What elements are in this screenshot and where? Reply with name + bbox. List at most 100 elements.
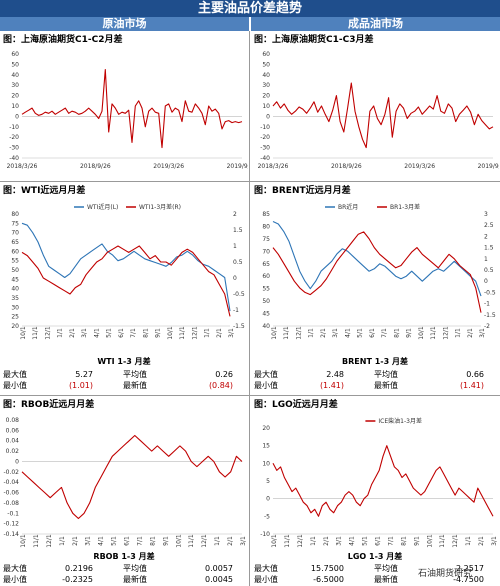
stats-value: 0.26 [215,370,233,379]
stats-row: 最大值 0.2196 平均值 0.0057 [3,563,233,574]
x-tick-label: 2/1 [323,536,330,546]
y-tick-label: 40 [262,72,270,79]
stats-value: 0.2196 [65,564,93,573]
row-divider-2 [0,395,500,396]
y-tick-label: -30 [260,145,270,152]
x-tick-label: 2018/3/26 [7,163,38,170]
y-tick-label-right: 1.5 [233,227,243,234]
x-tick-label: 9/1 [162,536,169,546]
y-tick-label: -10 [260,531,270,538]
x-tick-label: 11/1 [439,534,446,548]
y-tick-label-right: 0.5 [233,259,243,266]
y-tick-label-right: -0.5 [484,289,496,296]
x-tick-label: 10/1 [271,534,278,548]
y-tick-label: 65 [262,261,270,268]
y-tick-label: 45 [262,311,270,318]
stats-label: 平均值 [123,564,147,573]
legend-label: WTI1-3月差(R) [139,203,181,211]
x-tick-label: 10/1 [418,326,425,340]
y-tick-label: 0.08 [6,417,20,424]
stats-value: 5.27 [75,370,93,379]
x-tick-label: 3/1 [85,536,92,546]
y-tick-label-right: 0 [233,275,237,282]
x-tick-label: 10/1 [426,534,433,548]
stats-label: 最新值 [374,381,398,390]
x-tick-label: 3/1 [479,328,486,338]
y-tick-label-right: 2 [484,233,488,240]
x-tick-label: 11/1 [430,326,437,340]
y-tick-label: 50 [11,61,19,68]
x-tick-label: 4/1 [98,536,105,546]
y-tick-label: 45 [11,276,19,283]
y-tick-label: -20 [260,134,270,141]
stats-table-brent: 最大值 2.48 平均值 0.66 最小值 (1.41) 最新值 (1.41) [254,369,484,391]
stats-value: -6.5000 [313,575,344,584]
x-tick-label: 7/1 [130,328,137,338]
y-tick-label: 0 [266,496,270,503]
y-tick-label: -20 [9,134,19,141]
x-tick-label: 3/1 [81,328,88,338]
series-line [272,231,482,313]
x-tick-label: 6/1 [124,536,131,546]
legend-label: BR1-3月差 [390,203,420,211]
y-tick-label: 30 [11,82,19,89]
x-tick-label: 8/1 [149,536,156,546]
column-divider [249,31,250,586]
series-line [272,445,494,517]
x-tick-label: 2/1 [227,536,234,546]
y-tick-label: -0.02 [3,469,19,476]
stats-value: -4.7500 [453,575,484,584]
stats-row: 最大值 15.7500 平均值 2.2517 [254,563,484,574]
y-tick-label: -40 [9,155,19,162]
y-tick-label: 70 [262,248,270,255]
y-tick-label: 60 [11,248,19,255]
x-tick-label: 11/1 [179,326,186,340]
stats-table-wti: 最大值 5.27 平均值 0.26 最小值 (1.01) 最新值 (0.84) [3,369,233,391]
x-tick-label: 12/1 [46,534,53,548]
x-tick-label: 10/1 [167,326,174,340]
chart-wti: 80 75 70 65 60 55 50 45 40 35 30 25 20 2 1.5 1 0.5 0 -0.5 -… [11,203,245,340]
stats-label: 最小值 [254,575,278,584]
y-tick-label-right: -2 [484,323,490,330]
x-tick-label: 8/1 [142,328,149,338]
watermark: 石油期货研究 [418,569,473,579]
stats-value: 0.0057 [205,564,233,573]
x-tick-label: 12/1 [191,326,198,340]
y-tick-label: -0.14 [3,531,19,538]
x-tick-label: 9/1 [155,328,162,338]
x-tick-label: 2018/9/26 [331,163,362,170]
stats-value: 0.0045 [205,575,233,584]
x-tick-label: 11/1 [188,534,195,548]
y-tick-label: 50 [262,298,270,305]
y-tick-label: 30 [262,82,270,89]
y-tick-label-right: 0 [484,278,488,285]
stats-label: 最大值 [3,370,27,379]
y-tick-label: 80 [11,211,19,218]
stats-value: (0.84) [208,381,233,390]
y-tick-label: 40 [262,323,270,330]
x-tick-label: 3/1 [332,328,339,338]
x-tick-label: 3/1 [240,536,247,546]
y-tick-label: -40 [260,155,270,162]
legend-label: ICE柴油1-3月差 [378,417,422,425]
x-tick-label: 8/1 [400,536,407,546]
stats-label: 平均值 [374,370,398,379]
x-tick-label: 10/1 [20,326,27,340]
x-tick-label: 2019/9/26 [478,163,499,170]
y-tick-label: 30 [11,304,19,311]
y-tick-label: 85 [262,211,270,218]
stats-row: 最小值 -6.5000 最新值 -4.7500 [254,574,484,585]
x-tick-label: 7/1 [381,328,388,338]
stats-title-brent: BRENT 1-3 月差 [342,357,408,366]
x-tick-label: 1/1 [214,536,221,546]
stats-row: 最小值 -0.2325 最新值 0.0045 [3,574,233,585]
y-tick-label: 65 [11,239,19,246]
y-tick-label: 0.02 [6,448,20,455]
y-tick-label: 20 [11,323,19,330]
x-tick-label: 8/1 [393,328,400,338]
chart-rbob: 0.08 0.06 0.04 0.02 0 -0.02 -0.04 -0.06 -0.08 -0.… [3,417,247,548]
x-tick-label: 2/1 [216,328,223,338]
stats-label: 最小值 [3,575,27,584]
x-tick-label: 1/1 [465,536,472,546]
